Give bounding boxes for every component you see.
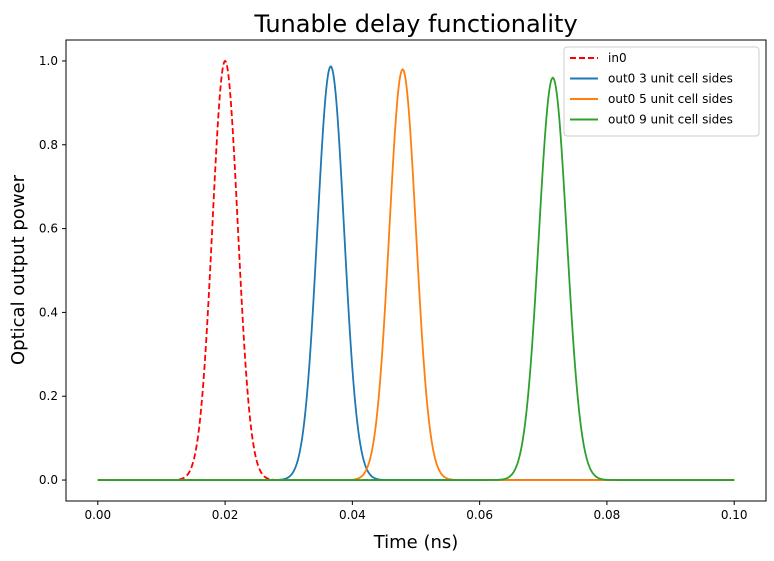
x-axis-label: Time (ns) xyxy=(373,532,459,553)
x-tick-label: 0.08 xyxy=(594,508,621,522)
series-line-3 xyxy=(97,76,735,481)
legend-label-1: out0 3 unit cell sides xyxy=(608,72,733,86)
x-tick-label: 0.10 xyxy=(721,508,748,522)
y-tick-label: 0.0 xyxy=(39,473,58,487)
y-tick-label: 0.6 xyxy=(39,222,58,236)
x-tick-label: 0.06 xyxy=(466,508,493,522)
x-tick-label: 0.02 xyxy=(212,508,239,522)
x-tick-label: 0.04 xyxy=(339,508,366,522)
chart-title: Tunable delay functionality xyxy=(253,10,577,38)
y-tick-label: 0.2 xyxy=(39,389,58,403)
plot-frame xyxy=(65,39,767,502)
legend-label-3: out0 9 unit cell sides xyxy=(608,113,733,127)
legend-label-0: in0 xyxy=(608,51,627,65)
y-axis-label: Optical output power xyxy=(8,174,29,365)
y-tick-label: 1.0 xyxy=(39,54,58,68)
legend: in0 out0 3 unit cell sides out0 5 unit cel… xyxy=(563,46,760,137)
x-tick-label: 0.00 xyxy=(84,508,111,522)
legend-box xyxy=(563,46,760,137)
y-tick-label: 0.4 xyxy=(39,305,58,319)
legend-label-2: out0 5 unit cell sides xyxy=(608,92,733,106)
y-tick-label: 0.8 xyxy=(39,138,58,152)
